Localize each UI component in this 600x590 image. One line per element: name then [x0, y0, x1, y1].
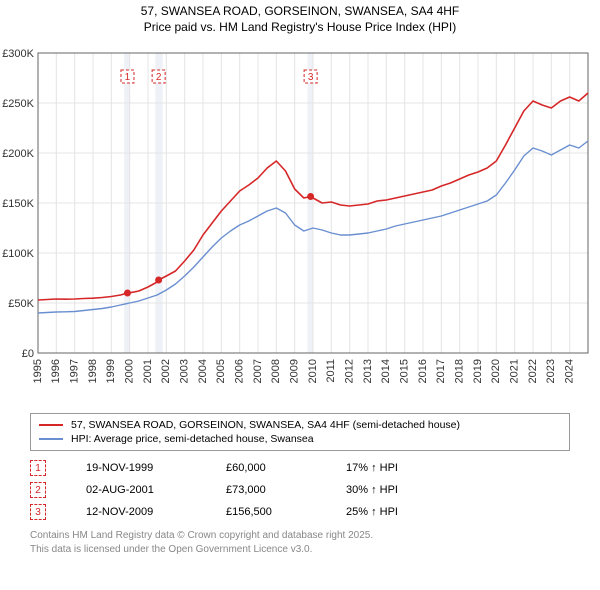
svg-text:2003: 2003	[179, 359, 191, 383]
svg-text:2015: 2015	[399, 359, 411, 383]
sale-row: 1 19-NOV-1999£60,00017% ↑ HPI	[30, 457, 570, 479]
sale-price: £156,500	[226, 506, 346, 518]
svg-text:3: 3	[308, 72, 314, 83]
svg-text:2007: 2007	[252, 359, 264, 383]
svg-text:2019: 2019	[472, 359, 484, 383]
sale-pct: 25% ↑ HPI	[346, 506, 398, 518]
sale-date: 12-NOV-2009	[86, 506, 226, 518]
title-line-2: Price paid vs. HM Land Registry's House …	[0, 20, 600, 36]
chart-svg: £0 £50K £100K £150K £200K £250K £300K 1995 1996 1…	[0, 35, 600, 407]
legend-swatch	[39, 438, 63, 440]
svg-text:1997: 1997	[69, 359, 81, 383]
svg-text:2017: 2017	[435, 359, 447, 383]
svg-text:2009: 2009	[289, 359, 301, 383]
svg-text:2012: 2012	[344, 359, 356, 383]
footer-line-2: This data is licensed under the Open Gov…	[30, 543, 570, 557]
footer-line-1: Contains HM Land Registry data © Crown c…	[30, 529, 570, 543]
sale-marker: 1	[30, 460, 46, 476]
svg-text:1: 1	[125, 72, 131, 83]
title-line-1: 57, SWANSEA ROAD, GORSEINON, SWANSEA, SA…	[0, 4, 600, 20]
svg-text:2002: 2002	[160, 359, 172, 383]
svg-text:2024: 2024	[564, 359, 576, 383]
sale-row: 3 12-NOV-2009£156,50025% ↑ HPI	[30, 501, 570, 523]
svg-text:2014: 2014	[380, 359, 392, 383]
svg-text:1998: 1998	[87, 359, 99, 383]
svg-text:£250K: £250K	[2, 98, 34, 110]
svg-text:2013: 2013	[362, 359, 374, 383]
svg-text:2000: 2000	[124, 359, 136, 383]
svg-text:2016: 2016	[417, 359, 429, 383]
svg-text:£200K: £200K	[2, 148, 34, 160]
svg-text:£50K: £50K	[8, 298, 34, 310]
svg-text:2022: 2022	[527, 359, 539, 383]
svg-text:2001: 2001	[142, 359, 154, 383]
sale-price: £60,000	[226, 462, 346, 474]
legend-item: 57, SWANSEA ROAD, GORSEINON, SWANSEA, SA…	[39, 418, 561, 432]
svg-text:£100K: £100K	[2, 248, 34, 260]
svg-text:2021: 2021	[509, 359, 521, 383]
chart-area: £0 £50K £100K £150K £200K £250K £300K 1995 1996 1…	[0, 35, 600, 407]
svg-text:2018: 2018	[454, 359, 466, 383]
svg-text:£150K: £150K	[2, 198, 34, 210]
svg-text:1995: 1995	[32, 359, 44, 383]
sale-pct: 30% ↑ HPI	[346, 484, 398, 496]
legend-swatch	[39, 424, 63, 426]
sale-marker: 2	[30, 482, 46, 498]
legend-label: HPI: Average price, semi-detached house,…	[71, 433, 314, 445]
svg-text:1999: 1999	[105, 359, 117, 383]
svg-text:£300K: £300K	[2, 48, 34, 60]
svg-text:2006: 2006	[234, 359, 246, 383]
sale-row: 2 02-AUG-2001£73,00030% ↑ HPI	[30, 479, 570, 501]
footer-note: Contains HM Land Registry data © Crown c…	[30, 529, 570, 556]
svg-text:2023: 2023	[545, 359, 557, 383]
svg-text:2004: 2004	[197, 359, 209, 383]
svg-text:2010: 2010	[307, 359, 319, 383]
sale-price: £73,000	[226, 484, 346, 496]
legend: 57, SWANSEA ROAD, GORSEINON, SWANSEA, SA…	[30, 413, 570, 451]
svg-text:£0: £0	[22, 348, 34, 360]
sales-table: 1 19-NOV-1999£60,00017% ↑ HPI 2 02-AUG-2001…	[30, 457, 570, 523]
sale-marker: 3	[30, 504, 46, 520]
legend-label: 57, SWANSEA ROAD, GORSEINON, SWANSEA, SA…	[71, 419, 460, 431]
svg-text:2: 2	[156, 72, 162, 83]
sale-pct: 17% ↑ HPI	[346, 462, 398, 474]
svg-text:2005: 2005	[215, 359, 227, 383]
legend-item: HPI: Average price, semi-detached house,…	[39, 432, 561, 446]
sale-date: 19-NOV-1999	[86, 462, 226, 474]
svg-text:2008: 2008	[270, 359, 282, 383]
svg-text:1996: 1996	[50, 359, 62, 383]
sale-date: 02-AUG-2001	[86, 484, 226, 496]
svg-text:2011: 2011	[325, 359, 337, 383]
chart-title: 57, SWANSEA ROAD, GORSEINON, SWANSEA, SA…	[0, 0, 600, 35]
svg-text:2020: 2020	[490, 359, 502, 383]
